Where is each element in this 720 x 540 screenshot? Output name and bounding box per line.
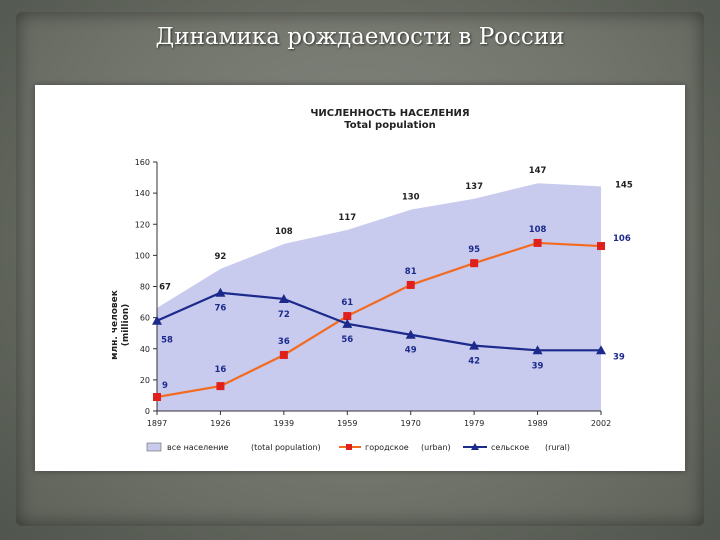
y-tick-label: 160 xyxy=(135,158,150,167)
legend-label-urban-en: (urban) xyxy=(421,443,451,452)
data-label-total: 117 xyxy=(338,213,356,223)
legend-label-total: все население xyxy=(167,443,228,452)
data-label-rural: 58 xyxy=(161,336,173,346)
legend: все население (total population) городское… xyxy=(145,441,615,455)
plot-area: 0 20 40 60 80 100 120 140 160 1897 1926 1939 1959 197… xyxy=(135,158,633,428)
y-tick-label: 140 xyxy=(135,189,150,198)
data-label-rural: 39 xyxy=(532,361,544,371)
data-label-total: 137 xyxy=(465,182,483,192)
chart-title: ЧИСЛЕННОСТЬ НАСЕЛЕНИЯ xyxy=(310,108,469,119)
legend-marker-rural xyxy=(471,443,479,450)
x-tick-label: 1970 xyxy=(401,419,421,428)
y-tick-label: 80 xyxy=(140,283,150,292)
urban-point xyxy=(343,312,352,321)
x-tick-label: 2002 xyxy=(591,419,611,428)
rural-point xyxy=(469,340,480,350)
rural-point xyxy=(405,329,416,339)
x-tick-label: 1926 xyxy=(210,419,230,428)
x-tick-label: 1939 xyxy=(274,419,294,428)
line-urban xyxy=(156,241,602,399)
y-tick-label: 100 xyxy=(135,251,150,260)
legend-swatch-total xyxy=(146,442,162,452)
data-label-rural: 49 xyxy=(405,346,417,356)
chart-card: ЧИСЛЕННОСТЬ НАСЕЛЕНИЯ Total population м… xyxy=(35,85,685,471)
data-label-rural: 56 xyxy=(341,335,353,345)
slide-title: Динамика рождаемости в России xyxy=(155,24,565,50)
data-label-urban: 106 xyxy=(613,234,631,244)
y-tick-label: 40 xyxy=(140,345,150,354)
data-label-rural: 72 xyxy=(278,310,290,320)
legend-label-rural: сельское xyxy=(491,443,529,452)
data-label-urban: 108 xyxy=(529,225,547,235)
legend-label-urban: городское xyxy=(365,443,409,452)
data-label-urban: 16 xyxy=(215,365,227,375)
population-chart: ЧИСЛЕННОСТЬ НАСЕЛЕНИЯ Total population м… xyxy=(110,108,633,455)
y-tick-label: 120 xyxy=(135,220,150,229)
data-label-urban: 81 xyxy=(405,267,417,277)
urban-point xyxy=(153,392,161,401)
data-label-total: 67 xyxy=(159,283,171,293)
data-label-total: 147 xyxy=(529,166,547,176)
legend-marker-urban xyxy=(346,444,352,450)
data-label-rural: 42 xyxy=(468,357,480,367)
area-total-population xyxy=(157,182,601,411)
urban-point xyxy=(470,259,479,268)
data-label-total: 92 xyxy=(215,252,227,262)
data-label-urban: 36 xyxy=(278,337,290,347)
chart-subtitle: Total population xyxy=(344,120,435,131)
y-axis-label-en: (million) xyxy=(121,304,131,347)
y-axis-label: млн. человек xyxy=(110,290,120,360)
data-label-total: 145 xyxy=(615,180,633,190)
rural-point xyxy=(532,345,543,355)
x-tick-label: 1959 xyxy=(337,419,357,428)
rural-point xyxy=(278,293,289,303)
urban-point xyxy=(597,242,605,251)
x-tick-label: 1979 xyxy=(464,419,484,428)
rural-point xyxy=(215,287,226,297)
data-label-rural: 39 xyxy=(613,352,625,362)
urban-point xyxy=(216,382,225,391)
x-tick-label: 1897 xyxy=(147,419,167,428)
x-tick-label: 1989 xyxy=(527,419,547,428)
area-edge-total-population xyxy=(156,181,602,308)
urban-point xyxy=(406,280,415,289)
data-label-urban: 9 xyxy=(162,381,168,391)
data-label-total: 130 xyxy=(402,193,420,203)
urban-point xyxy=(279,350,288,359)
legend-label-total-en: (total population) xyxy=(251,443,321,452)
y-tick-label: 20 xyxy=(140,376,150,385)
data-label-total: 108 xyxy=(275,227,293,237)
y-tick-label: 60 xyxy=(140,314,150,323)
data-label-rural: 76 xyxy=(215,304,227,314)
y-tick-label: 0 xyxy=(145,407,150,416)
data-label-urban: 95 xyxy=(468,245,480,255)
urban-point xyxy=(533,238,542,247)
rural-point xyxy=(152,315,162,325)
rural-point xyxy=(342,318,353,328)
line-rural xyxy=(156,291,601,352)
rural-point xyxy=(596,345,606,355)
data-label-urban: 61 xyxy=(341,298,353,308)
legend-label-rural-en: (rural) xyxy=(545,443,570,452)
legend-box xyxy=(145,441,615,455)
